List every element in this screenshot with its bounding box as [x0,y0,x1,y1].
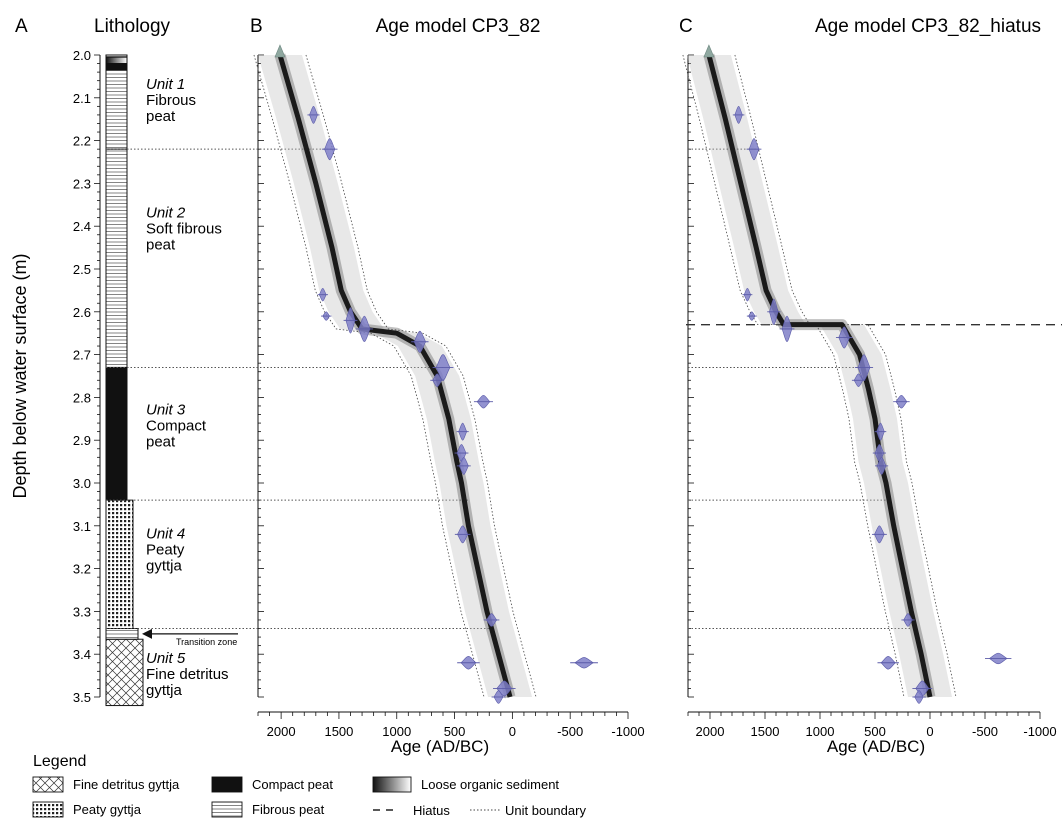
unit-description: Peaty [146,542,185,559]
unit-name: Unit 4 [146,526,185,543]
panel-letter-a: A [15,16,28,37]
y-tick-label: 2.6 [73,305,91,320]
legend-label: Fine detritus gyttja [73,777,180,792]
y-tick-label: 3.0 [73,476,91,491]
lithology-layer [105,366,128,501]
y-tick-label: 3.1 [73,519,91,534]
transition-zone-layer [105,628,139,640]
legend-label: Peaty gyttja [73,802,142,817]
x-tick-label: 0 [926,724,933,739]
unit-name: Unit 2 [146,205,186,222]
legend-swatch-peaty [32,801,64,818]
unit-description: Compact [146,418,207,435]
legend-swatch-compact [211,776,243,793]
y-tick-label: 2.2 [73,134,91,149]
y-tick-label: 2.0 [73,48,91,63]
lithology-layer [105,63,128,71]
age-model-chart-c: 2000 1500 1000 500 0 -500 -1000 [682,44,1062,739]
y-tick-label: 3.2 [73,562,91,577]
unit-description: gyttja [146,558,183,575]
legend-label: Compact peat [252,777,333,792]
lithology-layer [105,638,144,707]
y-tick-label: 2.1 [73,91,91,106]
x-tick-label: -500 [972,724,998,739]
chart-title-c: Age model CP3_82_hiatus [815,16,1041,37]
panel-letter-c: C [679,16,693,37]
unit-description: Soft fibrous [146,221,222,238]
x-tick-label: 500 [444,724,466,739]
y-axis-label: Depth below water surface (m) [10,253,30,498]
x-tick-label: 500 [864,724,886,739]
lithology-layer [105,499,134,630]
y-tick-label: 2.4 [73,219,91,234]
x-tick-label: 1000 [806,724,835,739]
legend-title: Legend [33,753,86,770]
age-model-chart-b: 2000 1500 1000 500 0 -500 -1000 [106,44,645,739]
legend-swatch-fibrous [211,801,243,818]
model-confidence-bound [682,54,905,698]
x-tick-label: 1500 [324,724,353,739]
legend-swatch-fine [32,776,64,793]
legend-label: Unit boundary [505,803,586,818]
unit-description: Fine detritus [146,666,229,683]
model-confidence-bound [734,54,957,698]
model-envelope [686,55,952,697]
unit-description: peat [146,108,176,125]
legend-label: Loose organic sediment [421,777,559,792]
x-axis-title-c: Age (AD/BC) [827,737,925,756]
transition-arrow-head [142,628,152,639]
model-envelope [257,55,533,697]
x-axis-title-b: Age (AD/BC) [391,737,489,756]
x-tick-label: 2000 [267,724,296,739]
y-tick-label: 3.4 [73,647,91,662]
unit-name: Unit 5 [146,650,186,667]
lithology-layer [105,56,128,65]
x-tick-label: 2000 [696,724,725,739]
y-axis-a: 2.0 2.1 2.2 2.3 2.4 2.5 2.6 2.7 2.8 2.9 3.0 3.1 3.2 3… [73,48,101,705]
y-axis-title: Depth below water surface (m) [10,253,30,498]
lithology-column [105,54,144,707]
x-tick-label: 0 [509,724,516,739]
y-tick-label: 2.5 [73,262,91,277]
y-tick-label: 2.7 [73,348,91,363]
x-tick-label: -1000 [611,724,644,739]
unit-description: gyttja [146,682,183,699]
x-tick-label: 1500 [751,724,780,739]
unit-description: peat [146,237,176,254]
top-date-marker [274,44,286,58]
unit-name: Unit 1 [146,76,185,93]
y-tick-label: 2.9 [73,433,91,448]
x-tick-label: -1000 [1023,724,1056,739]
top-date-marker [703,44,715,58]
x-tick-label: 1000 [382,724,411,739]
transition-zone-annotation: Transition zone [142,628,238,647]
panel-letter-b: B [250,16,263,37]
lithology-layer [105,148,128,368]
unit-description: Fibrous [146,92,196,109]
legend-label: Fibrous peat [252,802,325,817]
legend-swatch-loose [372,776,412,793]
x-tick-label: -500 [557,724,583,739]
lithology-title: Lithology [94,16,171,37]
y-tick-label: 2.3 [73,176,91,191]
transition-zone-label: Transition zone [176,637,237,647]
chart-title-b: Age model CP3_82 [376,16,541,37]
y-tick-label: 3.3 [73,604,91,619]
legend-label: Hiatus [413,803,450,818]
unit-description: peat [146,434,176,451]
y-tick-label: 3.5 [73,690,91,705]
unit-name: Unit 3 [146,402,186,419]
model-median-line [277,54,513,698]
legend: Fine detritus gyttja Compact peat Loose or… [32,776,586,818]
y-tick-label: 2.8 [73,390,91,405]
